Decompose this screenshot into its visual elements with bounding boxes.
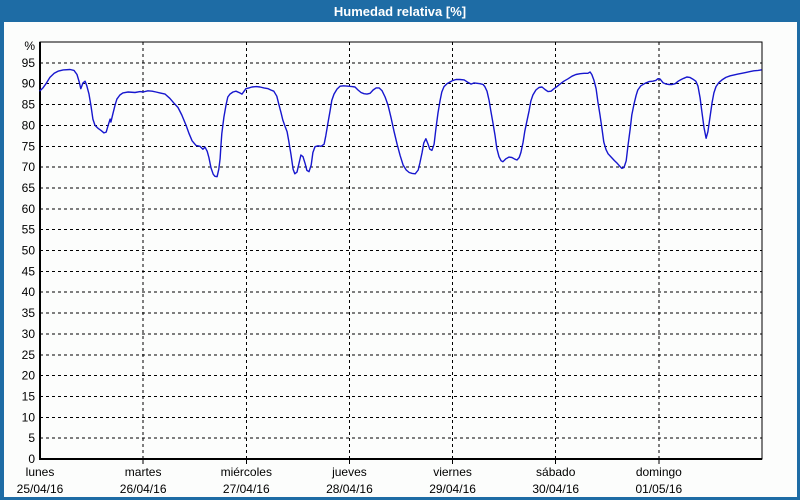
x-day-label: jueves: [331, 465, 367, 479]
y-tick-label: 90: [22, 77, 36, 91]
x-date-label: 01/05/16: [635, 482, 682, 496]
x-day-label: martes: [125, 465, 162, 479]
x-date-label: 25/04/16: [17, 482, 64, 496]
x-date-label: 27/04/16: [223, 482, 270, 496]
y-tick-label: 65: [22, 181, 36, 195]
humidity-series-line: [39, 68, 762, 178]
x-day-label: viernes: [433, 465, 472, 479]
y-tick-label: 45: [22, 264, 36, 278]
x-day-label: miércoles: [221, 465, 272, 479]
x-date-label: 30/04/16: [532, 482, 579, 496]
y-tick-label: 80: [22, 118, 36, 132]
y-tick-label: 10: [22, 410, 36, 424]
humidity-line-chart[interactable]: 0 5 10 15 20 25 30 35 40 45 50 55 60 65 70 75 80 85 90 95% l…: [4, 22, 797, 497]
window-title: Humedad relativa [%]: [333, 3, 467, 19]
y-tick-label: 75: [22, 139, 36, 153]
x-date-label: 28/04/16: [326, 482, 373, 496]
y-tick-label: 25: [22, 348, 36, 362]
x-day-label: domingo: [636, 465, 682, 479]
y-tick-label: 0: [28, 452, 35, 466]
y-tick-label: 15: [22, 389, 36, 403]
y-tick-label: 35: [22, 306, 36, 320]
y-axis-unit-label: %: [24, 39, 35, 53]
y-tick-label: 60: [22, 202, 36, 216]
y-tick-label: 40: [22, 285, 36, 299]
y-tick-label: 20: [22, 369, 36, 383]
x-date-label: 29/04/16: [429, 482, 476, 496]
y-tick-label: 70: [22, 160, 36, 174]
x-day-label: sábado: [536, 465, 576, 479]
y-tick-label: 5: [28, 431, 35, 445]
y-tick-label: 95: [22, 56, 36, 70]
y-tick-label: 30: [22, 327, 36, 341]
x-day-label: lunes: [26, 465, 55, 479]
y-tick-label: 55: [22, 223, 36, 237]
title-bar: Humedad relativa [%]: [0, 0, 800, 22]
y-tick-label: 50: [22, 244, 36, 258]
x-date-label: 26/04/16: [120, 482, 167, 496]
chart-panel: 0 5 10 15 20 25 30 35 40 45 50 55 60 65 70 75 80 85 90 95% l…: [4, 22, 797, 497]
y-tick-label: 85: [22, 98, 36, 112]
